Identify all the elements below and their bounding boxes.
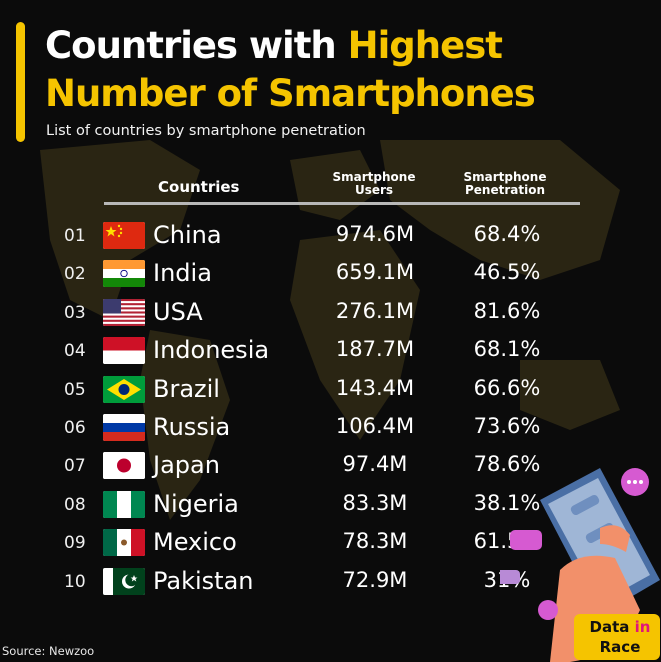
table-row: 09 Mexico 78.3M 61.5% <box>0 523 661 561</box>
row-users: 78.3M <box>342 529 408 554</box>
row-country: Nigeria <box>153 489 239 518</box>
row-users: 143.4M <box>335 375 415 400</box>
mexico-flag-icon <box>103 529 145 557</box>
row-country: Russia <box>153 413 231 441</box>
pakistan-flag-icon <box>103 567 145 595</box>
row-country: China <box>153 221 222 249</box>
table-row: 04 Indonesia 187.7M 68.1% <box>0 331 661 369</box>
row-rank: 09 <box>64 533 86 554</box>
header-users-line1: Smartphone <box>332 170 416 184</box>
datainrace-logo: Data in Race <box>574 614 660 660</box>
title-line1-yellow: Highest <box>347 24 503 67</box>
row-penetration: 38.1% <box>473 490 541 515</box>
row-country: Pakistan <box>153 566 254 595</box>
row-rank: 04 <box>64 341 86 362</box>
row-country: Indonesia <box>153 336 270 365</box>
usa-flag-icon <box>103 298 145 326</box>
table-row: 05 Brazil 143.4M 66.6% <box>0 370 661 408</box>
header-users: Smartphone Users <box>314 171 434 197</box>
row-country: USA <box>153 297 203 326</box>
row-country: Japan <box>153 451 220 480</box>
logo-in: in <box>634 618 651 636</box>
page-title: Countries with Highest Number of Smartph… <box>45 22 645 118</box>
russia-flag-icon <box>103 414 145 441</box>
row-country: Mexico <box>153 528 237 557</box>
row-penetration: 73.6% <box>473 414 541 438</box>
title-accent-bar <box>16 22 25 142</box>
row-penetration: 66.6% <box>473 375 541 400</box>
row-penetration: 46.5% <box>473 260 541 285</box>
source-note: Source: Newzoo <box>2 644 95 658</box>
row-penetration: 81.6% <box>473 298 541 323</box>
row-rank: 03 <box>64 302 86 323</box>
row-penetration: 78.6% <box>473 452 541 477</box>
table-row: 06 Russia 106.4M 73.6% <box>0 408 661 446</box>
row-users: 187.7M <box>335 337 415 362</box>
logo-data: Data <box>589 618 630 636</box>
row-rank: 02 <box>64 264 86 285</box>
table-row: 01 China 974.6M 68.4% <box>0 216 661 254</box>
row-rank: 01 <box>64 226 86 246</box>
nigeria-flag-icon <box>103 490 145 518</box>
header-penetration: Smartphone Penetration <box>445 171 565 197</box>
row-users: 106.4M <box>335 414 415 438</box>
emoji-bubble-icon <box>510 530 542 550</box>
table-row: 07 Japan 97.4M 78.6% <box>0 446 661 484</box>
row-users: 974.6M <box>335 222 415 246</box>
row-users: 276.1M <box>335 298 415 323</box>
row-penetration: 68.1% <box>473 337 541 362</box>
table-row: 02 India 659.1M 46.5% <box>0 254 661 292</box>
row-users: 659.1M <box>335 260 415 285</box>
title-line2: Number of Smartphones <box>45 72 536 115</box>
table-row: 08 Nigeria 83.3M 38.1% <box>0 485 661 523</box>
china-flag-icon <box>103 222 145 249</box>
header-pen-line1: Smartphone <box>463 170 547 184</box>
row-rank: 07 <box>64 456 86 477</box>
row-users: 83.3M <box>342 490 408 515</box>
header-divider <box>104 202 580 205</box>
row-rank: 06 <box>64 418 86 438</box>
logo-race: Race <box>599 638 641 656</box>
row-rank: 10 <box>64 571 86 592</box>
row-rank: 05 <box>64 379 86 400</box>
row-rank: 08 <box>64 494 86 515</box>
header-countries: Countries <box>158 178 240 196</box>
header-pen-line2: Penetration <box>464 183 545 197</box>
header-users-line2: Users <box>354 183 394 197</box>
row-penetration: 68.4% <box>473 222 541 246</box>
japan-flag-icon <box>103 452 145 480</box>
row-users: 97.4M <box>342 452 408 477</box>
subtitle: List of countries by smartphone penetrat… <box>46 123 366 139</box>
indonesia-flag-icon <box>103 337 145 365</box>
row-users: 72.9M <box>342 567 408 592</box>
india-flag-icon <box>103 260 145 288</box>
table-row: 03 USA 276.1M 81.6% <box>0 293 661 331</box>
table-header: Countries Smartphone Users Smartphone Pe… <box>100 168 580 204</box>
brazil-flag-icon <box>103 375 145 403</box>
row-country: India <box>153 259 212 288</box>
logo-background <box>574 614 660 660</box>
title-line1-white: Countries with <box>45 24 348 67</box>
row-country: Brazil <box>153 374 220 403</box>
